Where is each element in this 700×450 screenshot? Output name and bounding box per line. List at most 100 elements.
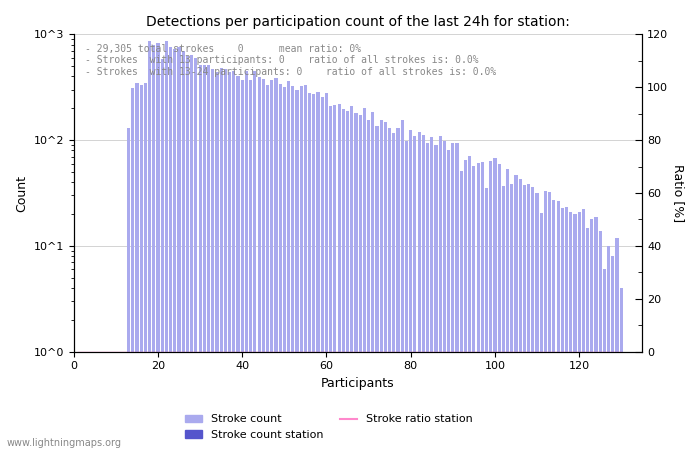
Bar [435,145,438,450]
Bar [594,217,598,450]
Stroke ratio station [570,349,579,355]
Bar [540,213,542,450]
Bar [325,93,328,450]
Bar [498,164,500,450]
Bar [426,143,429,450]
Bar [203,65,206,450]
Bar [569,212,573,450]
Bar [418,132,421,450]
Bar [367,121,370,450]
Y-axis label: Ratio [%]: Ratio [%] [672,164,685,222]
Bar [447,150,450,450]
Bar [473,166,475,450]
Stroke ratio station [550,349,558,355]
Bar [333,105,337,450]
Bar [156,43,160,450]
Bar [371,112,374,450]
Bar [552,200,556,450]
Bar [195,58,197,450]
Bar [329,106,332,450]
Bar [456,144,458,450]
Bar [523,185,526,450]
Bar [468,156,471,450]
Bar [237,76,239,450]
Bar [536,193,538,450]
Bar [207,65,210,450]
Title: Detections per participation count of the last 24h for station:: Detections per participation count of th… [146,15,570,29]
Bar [388,128,391,450]
Bar [506,169,509,450]
Bar [477,163,480,450]
Bar [266,86,269,450]
Stroke ratio station [461,349,470,355]
Bar [308,93,312,450]
Bar [304,85,307,450]
Stroke ratio station [533,349,541,355]
Bar [510,184,513,450]
Bar [603,270,606,450]
Bar [430,137,433,450]
Bar [262,79,265,450]
Bar [384,122,387,450]
Bar [556,201,560,450]
Bar [283,87,286,450]
Bar [460,171,463,450]
Bar [375,126,379,450]
Bar [413,136,416,450]
Text: - 29,305 total strokes    0      mean ratio: 0%
- Strokes  with 13 participants:: - 29,305 total strokes 0 mean ratio: 0% … [85,44,496,77]
Bar [565,207,568,450]
Bar [253,71,256,450]
Bar [186,56,189,450]
Bar [279,84,281,450]
Bar [245,71,248,450]
Bar [519,179,522,450]
Bar [274,78,277,450]
Bar [182,51,185,450]
Bar [611,256,615,450]
Bar [464,160,467,450]
Stroke ratio station [617,349,626,355]
Stroke ratio station [74,349,82,355]
Bar [190,55,193,450]
Bar [489,161,492,450]
Bar [586,228,589,450]
Bar [573,214,577,450]
Bar [241,80,244,450]
Bar [270,80,273,450]
Bar [561,207,564,450]
Bar [422,135,425,450]
Text: www.lightningmaps.org: www.lightningmaps.org [7,438,122,448]
Bar [211,69,214,450]
X-axis label: Participants: Participants [321,377,395,390]
Bar [160,59,164,450]
Bar [165,40,168,450]
Bar [148,41,151,450]
Bar [481,162,484,450]
Bar [452,143,454,450]
Bar [439,136,442,450]
Bar [590,219,594,450]
Bar [258,77,260,450]
Bar [607,246,610,450]
Bar [174,50,176,450]
Y-axis label: Count: Count [15,175,28,211]
Bar [291,86,295,450]
Bar [443,141,446,450]
Bar [379,120,383,450]
Bar [400,120,404,450]
Bar [363,108,366,450]
Bar [139,85,143,450]
Bar [337,104,341,450]
Bar [287,81,290,450]
Bar [220,68,223,450]
Bar [392,133,396,450]
Bar [358,115,362,450]
Legend: Stroke count, Stroke count station, Stroke ratio station: Stroke count, Stroke count station, Stro… [181,410,477,445]
Bar [354,113,358,450]
Bar [494,158,496,450]
Bar [224,69,227,450]
Bar [544,191,547,450]
Bar [502,186,505,450]
Bar [485,188,488,450]
Bar [582,209,585,450]
